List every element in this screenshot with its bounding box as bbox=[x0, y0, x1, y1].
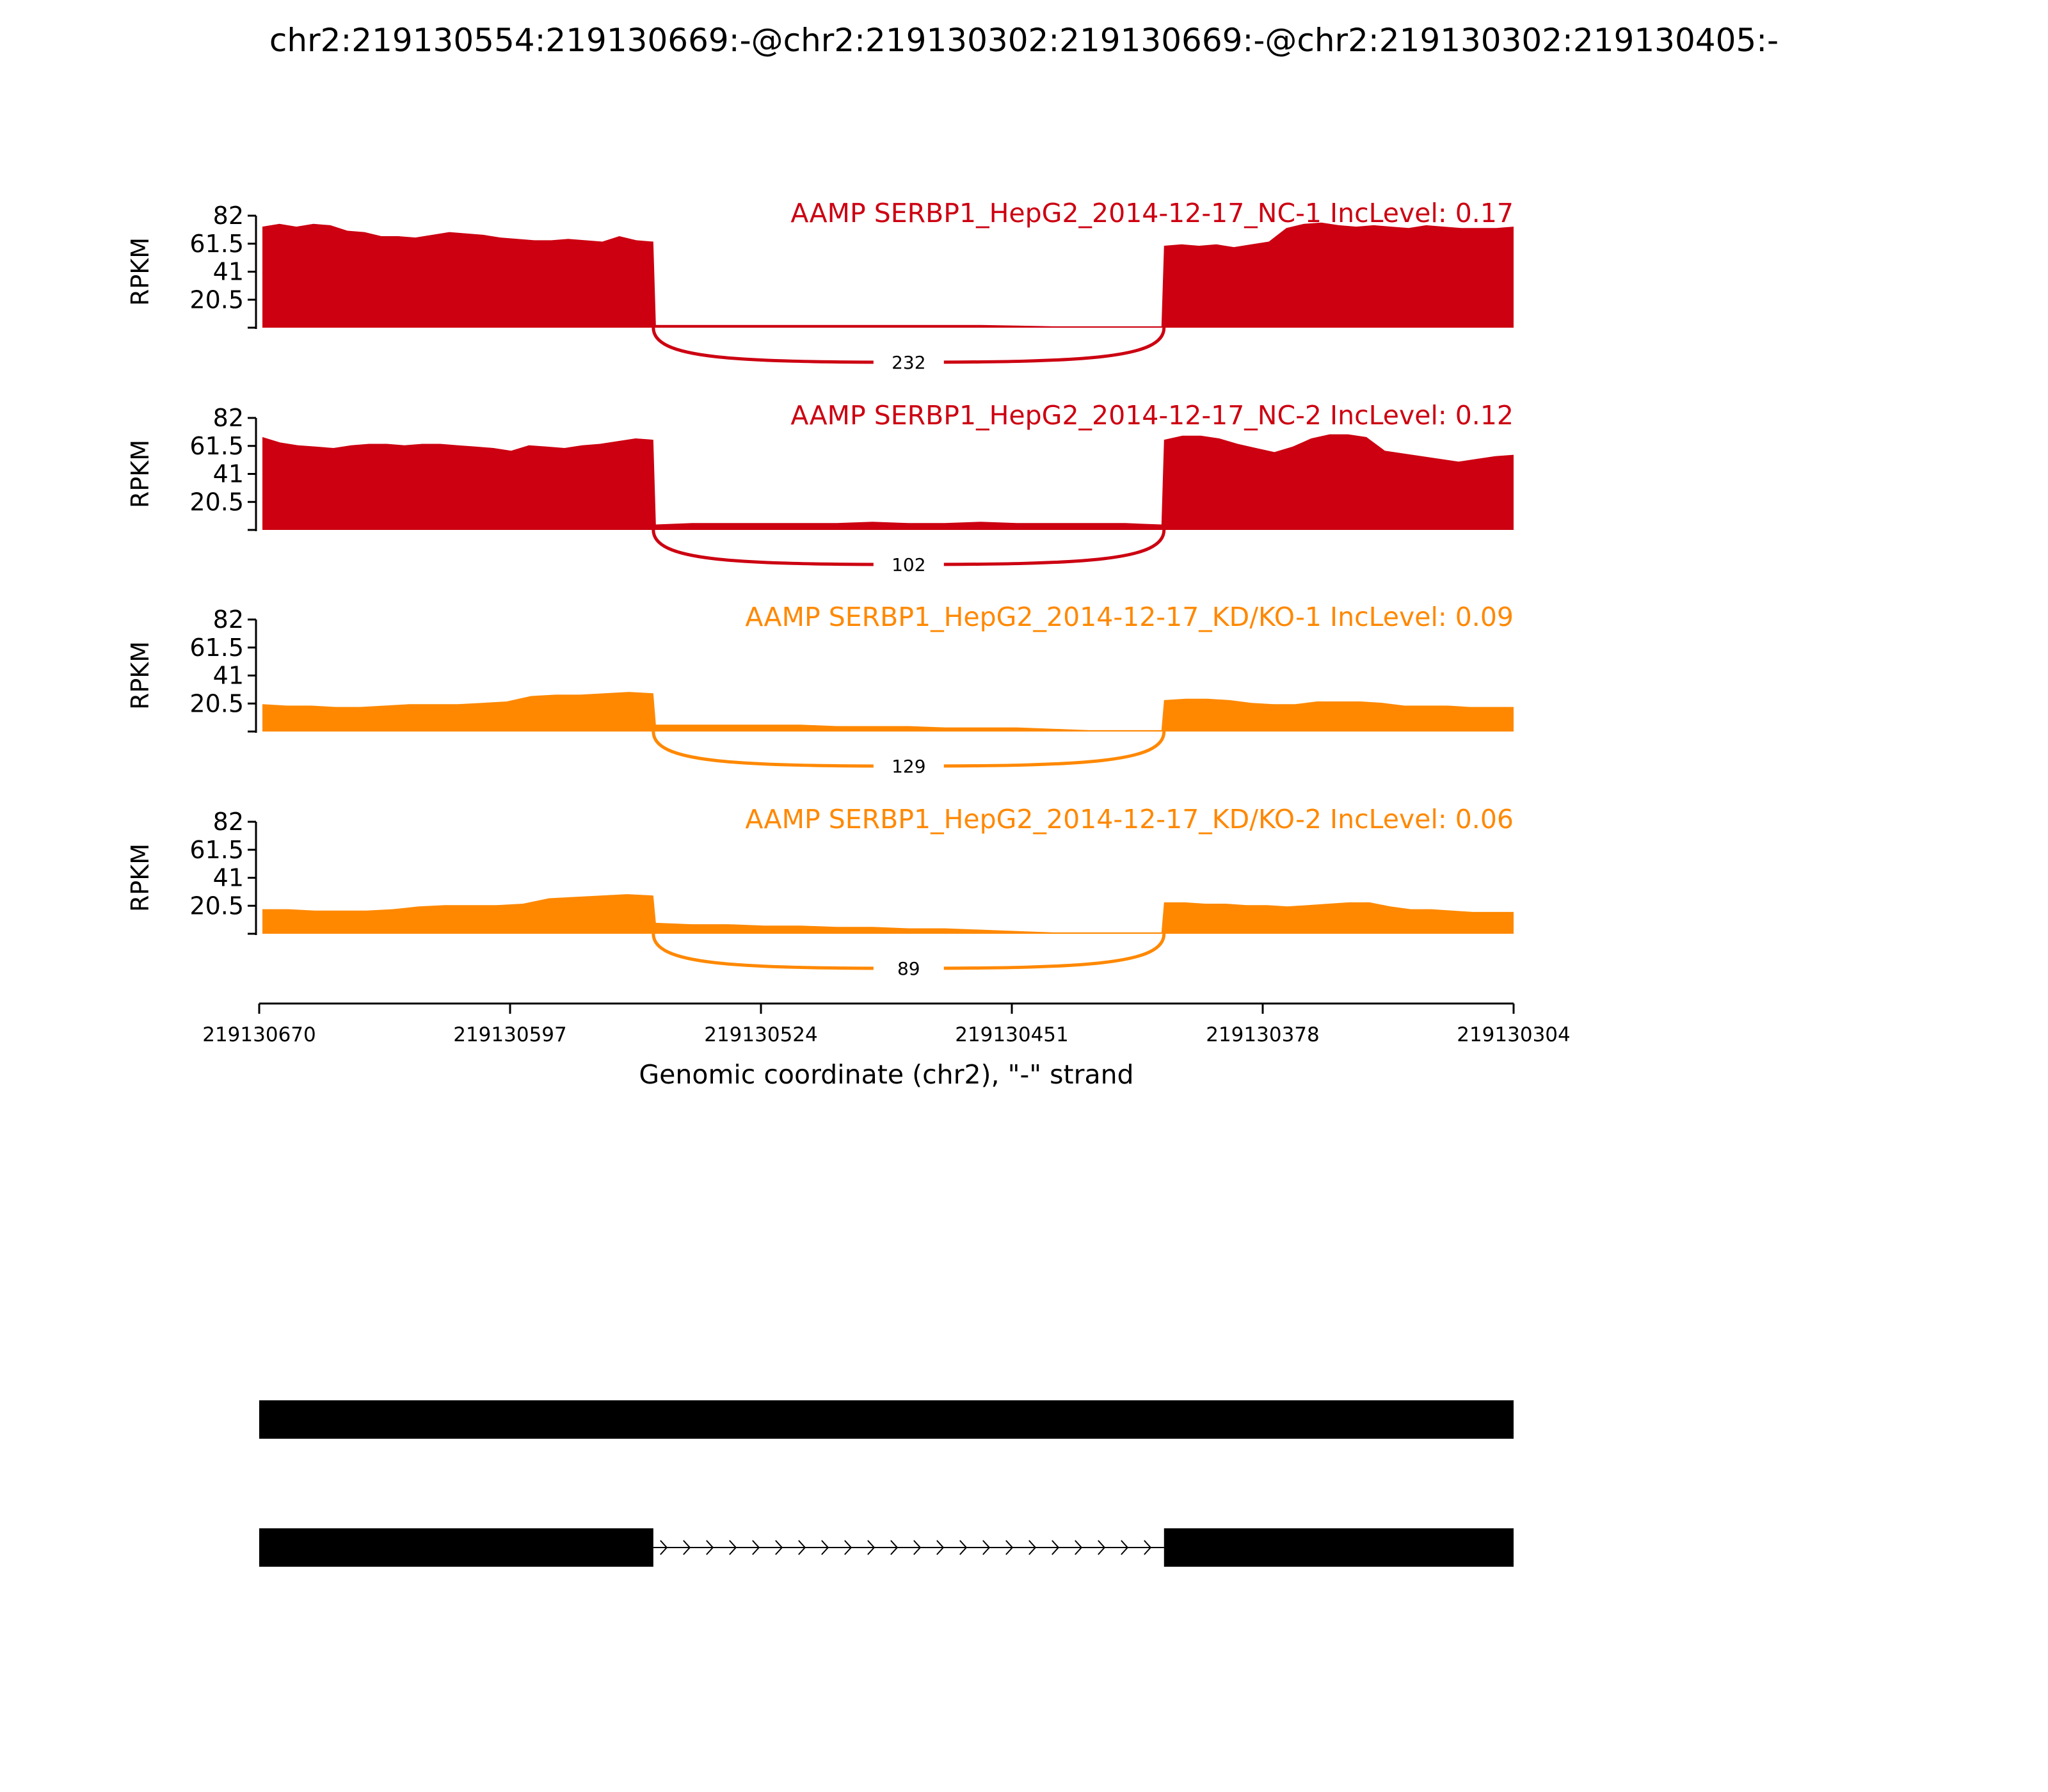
y-tick-label: 82 bbox=[213, 605, 244, 634]
gene-track-2 bbox=[259, 1528, 1514, 1567]
y-tick-label: 82 bbox=[213, 404, 244, 432]
strand-arrow bbox=[1005, 1540, 1014, 1555]
y-axis-label: RPKM bbox=[126, 440, 154, 508]
strand-arrow bbox=[1098, 1540, 1106, 1555]
strand-arrow bbox=[752, 1540, 760, 1555]
x-tick-label: 219130304 bbox=[1457, 1023, 1571, 1046]
strand-arrow bbox=[867, 1540, 876, 1555]
x-axis: 219130670 219130597 219130524 219130451 2191… bbox=[202, 1002, 1571, 1046]
x-axis-label: Genomic coordinate (chr2), "-" strand bbox=[639, 1059, 1133, 1090]
panel-title: AAMP SERBP1_HepG2_2014-12-17_NC-1 IncLev… bbox=[790, 198, 1514, 228]
coverage-area bbox=[262, 222, 1514, 328]
y-tick-label: 41 bbox=[213, 258, 244, 286]
x-tick-label: 219130451 bbox=[955, 1023, 1069, 1046]
y-axis-label: RPKM bbox=[126, 844, 154, 912]
y-tick-label: 82 bbox=[213, 202, 244, 230]
strand-arrow bbox=[706, 1540, 714, 1555]
gene-track-1 bbox=[259, 1400, 1514, 1439]
y-tick-label: 61.5 bbox=[189, 432, 244, 460]
gene-model-tracks bbox=[259, 1400, 1514, 1567]
y-tick-label: 41 bbox=[213, 662, 244, 690]
junction-read-count: 232 bbox=[892, 352, 925, 373]
strand-arrow bbox=[844, 1540, 852, 1555]
exon-block bbox=[259, 1528, 653, 1567]
x-tick-label: 219130524 bbox=[704, 1023, 818, 1046]
junction-read-count: 129 bbox=[892, 756, 925, 777]
strand-arrow bbox=[798, 1540, 806, 1555]
y-tick-label: 41 bbox=[213, 460, 244, 488]
strand-arrow bbox=[1075, 1540, 1083, 1555]
strand-arrow bbox=[1028, 1540, 1037, 1555]
panel-title: AAMP SERBP1_HepG2_2014-12-17_NC-2 IncLev… bbox=[790, 400, 1514, 431]
strand-arrow bbox=[890, 1540, 899, 1555]
strand-arrow bbox=[683, 1540, 691, 1555]
y-tick-label: 20.5 bbox=[189, 892, 244, 920]
strand-arrow bbox=[1052, 1540, 1060, 1555]
coverage-area bbox=[262, 692, 1514, 732]
strand-arrow bbox=[959, 1540, 968, 1555]
strand-arrow bbox=[913, 1540, 922, 1555]
strand-arrow bbox=[821, 1540, 829, 1555]
strand-arrow bbox=[775, 1540, 783, 1555]
y-tick-label: 61.5 bbox=[189, 230, 244, 258]
y-axis-label: RPKM bbox=[126, 641, 154, 710]
y-tick-label: 82 bbox=[213, 808, 244, 836]
x-tick-label: 219130597 bbox=[453, 1023, 567, 1046]
strand-arrow bbox=[660, 1540, 668, 1555]
coverage-area bbox=[262, 894, 1514, 934]
strand-arrow bbox=[1121, 1540, 1129, 1555]
junction-label-bg bbox=[873, 956, 944, 980]
y-tick-label: 20.5 bbox=[189, 285, 244, 314]
junction-label-bg bbox=[873, 552, 944, 576]
y-tick-label: 20.5 bbox=[189, 689, 244, 717]
panel-title: AAMP SERBP1_HepG2_2014-12-17_KD/KO-1 Inc… bbox=[745, 602, 1514, 632]
y-tick-label: 61.5 bbox=[189, 836, 244, 864]
strand-arrow bbox=[982, 1540, 991, 1555]
panel-title: AAMP SERBP1_HepG2_2014-12-17_KD/KO-2 Inc… bbox=[745, 804, 1514, 835]
exon-block bbox=[1164, 1528, 1514, 1567]
chart-title: chr2:219130554:219130669:-@chr2:21913030… bbox=[269, 22, 1779, 59]
junction-label-bg bbox=[873, 349, 944, 374]
y-tick-label: 61.5 bbox=[189, 634, 244, 662]
junction-read-count: 89 bbox=[897, 958, 920, 979]
x-tick-label: 219130378 bbox=[1206, 1023, 1320, 1046]
y-axis-label: RPKM bbox=[126, 237, 154, 306]
junction-read-count: 102 bbox=[892, 554, 925, 575]
y-tick-label: 41 bbox=[213, 864, 244, 892]
y-tick-label: 20.5 bbox=[189, 488, 244, 516]
exon-block bbox=[259, 1400, 1514, 1439]
coverage-area bbox=[262, 434, 1514, 530]
strand-arrow bbox=[729, 1540, 737, 1555]
junction-label-bg bbox=[873, 753, 944, 778]
strand-arrow bbox=[1144, 1540, 1152, 1555]
x-tick-label: 219130670 bbox=[202, 1023, 316, 1046]
strand-arrow bbox=[936, 1540, 945, 1555]
